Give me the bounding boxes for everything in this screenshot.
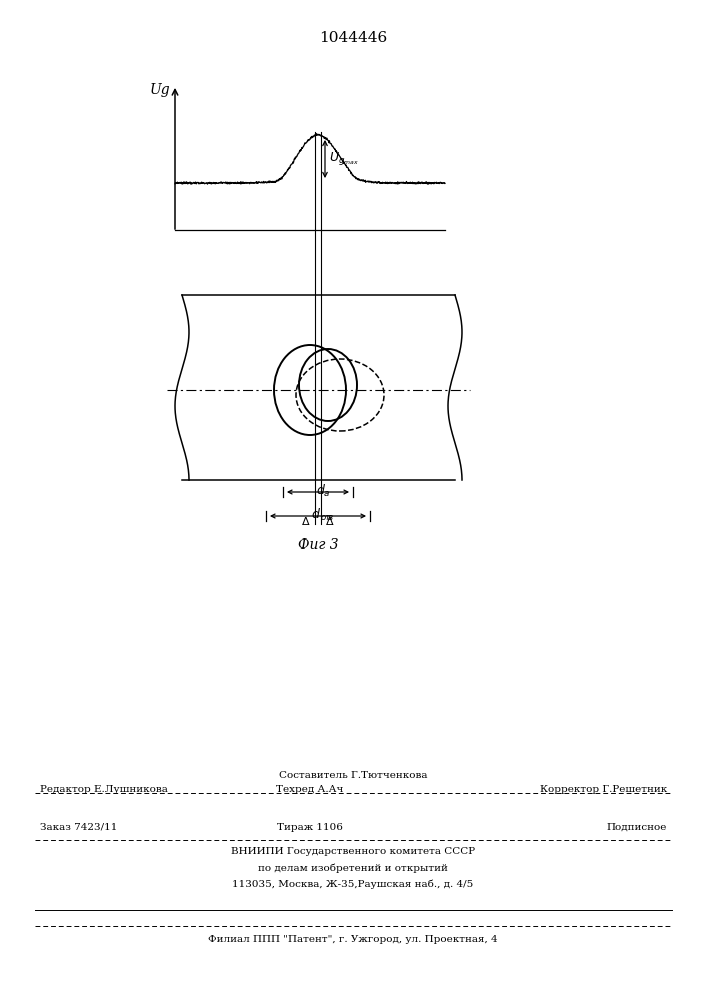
Text: Корректор Г.Решетник: Корректор Г.Решетник bbox=[539, 786, 667, 794]
Text: по делам изобретений и открытий: по делам изобретений и открытий bbox=[258, 863, 448, 873]
Text: Фиг 3: Фиг 3 bbox=[298, 538, 339, 552]
Text: Техред А.Ач: Техред А.Ач bbox=[276, 786, 344, 794]
Text: $d_a$: $d_a$ bbox=[315, 483, 330, 499]
Text: $\Delta$: $\Delta$ bbox=[325, 515, 334, 527]
Text: Филиал ППП "Патент", г. Ужгород, ул. Проектная, 4: Филиал ППП "Патент", г. Ужгород, ул. Про… bbox=[208, 936, 498, 944]
Text: Заказ 7423/11: Заказ 7423/11 bbox=[40, 822, 117, 832]
Text: 1044446: 1044446 bbox=[319, 31, 387, 45]
Text: Тираж 1106: Тираж 1106 bbox=[277, 822, 343, 832]
Text: Подписное: Подписное bbox=[607, 822, 667, 832]
Text: Редактор Е.Лушникова: Редактор Е.Лушникова bbox=[40, 786, 168, 794]
Text: $U_{g_{max}}$: $U_{g_{max}}$ bbox=[329, 150, 359, 167]
Text: ВНИИПИ Государственного комитета СССР: ВНИИПИ Государственного комитета СССР bbox=[231, 848, 475, 856]
Text: $d_{\,o\!т\!в}$: $d_{\,o\!т\!в}$ bbox=[311, 507, 335, 523]
Text: Составитель Г.Тютченкова: Составитель Г.Тютченкова bbox=[279, 770, 427, 780]
Text: Ug: Ug bbox=[149, 83, 170, 97]
Text: $\Delta$: $\Delta$ bbox=[301, 515, 311, 527]
Text: 113035, Москва, Ж-35,Раушская наб., д. 4/5: 113035, Москва, Ж-35,Раушская наб., д. 4… bbox=[233, 879, 474, 889]
